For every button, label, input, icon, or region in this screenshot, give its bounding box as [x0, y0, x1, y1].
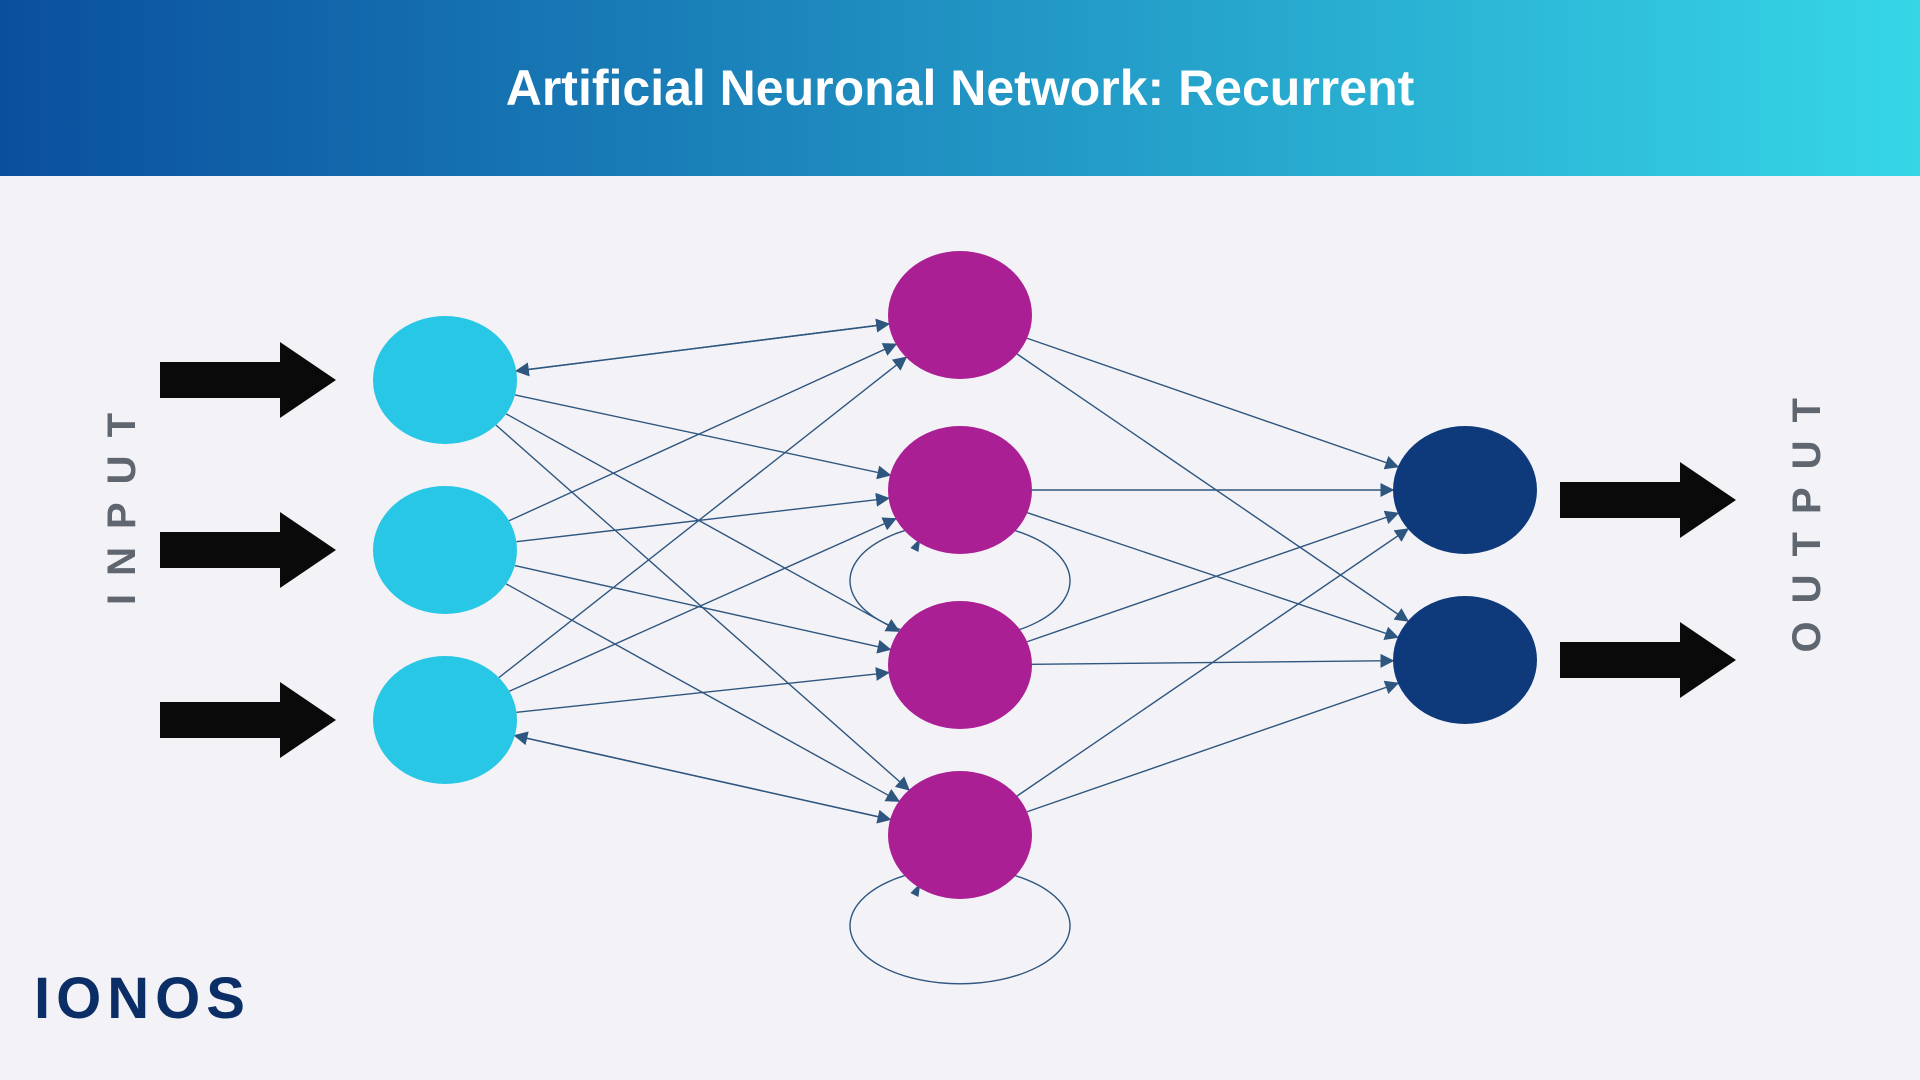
- edge-hidden3-input2: [515, 736, 890, 820]
- nodes-group: [373, 251, 1537, 899]
- hidden-node-1: [888, 426, 1032, 554]
- edge-hidden2-output0: [1027, 513, 1398, 642]
- big-arrow-icon: [160, 682, 336, 758]
- input-node-2: [373, 656, 517, 784]
- big-arrow-icon: [160, 342, 336, 418]
- hidden-node-3: [888, 771, 1032, 899]
- edge-input2-hidden2: [516, 673, 888, 713]
- stage: Artificial Neuronal Network: Recurrent I…: [0, 0, 1920, 1080]
- edge-hidden3-output1: [1027, 683, 1398, 812]
- edge-hidden0-output0: [1027, 338, 1398, 467]
- hidden-node-2: [888, 601, 1032, 729]
- output-node-0: [1393, 426, 1537, 554]
- edge-input0-hidden2: [506, 414, 899, 631]
- edges-group: [496, 324, 1408, 819]
- big-arrow-icon: [160, 512, 336, 588]
- network-diagram: [0, 0, 1920, 1080]
- big-arrow-icon: [1560, 462, 1736, 538]
- edge-input2-hidden1: [509, 519, 895, 692]
- output-node-1: [1393, 596, 1537, 724]
- big-arrow-icon: [1560, 622, 1736, 698]
- hidden-node-0: [888, 251, 1032, 379]
- edge-input2-hidden0: [499, 357, 906, 677]
- self-loops-group: [850, 523, 1070, 984]
- edge-hidden1-output1: [1027, 513, 1397, 638]
- edge-hidden0-input0: [516, 324, 888, 371]
- input-node-1: [373, 486, 517, 614]
- edge-hidden3-output0: [1017, 529, 1408, 796]
- input-node-0: [373, 316, 517, 444]
- edge-input1-hidden2: [515, 566, 890, 650]
- ionos-logo: IONOS: [34, 965, 251, 1032]
- edge-input0-hidden1: [515, 395, 890, 475]
- edge-input1-hidden0: [509, 344, 896, 521]
- edge-hidden0-output1: [1017, 354, 1408, 621]
- edge-input1-hidden1: [516, 498, 888, 541]
